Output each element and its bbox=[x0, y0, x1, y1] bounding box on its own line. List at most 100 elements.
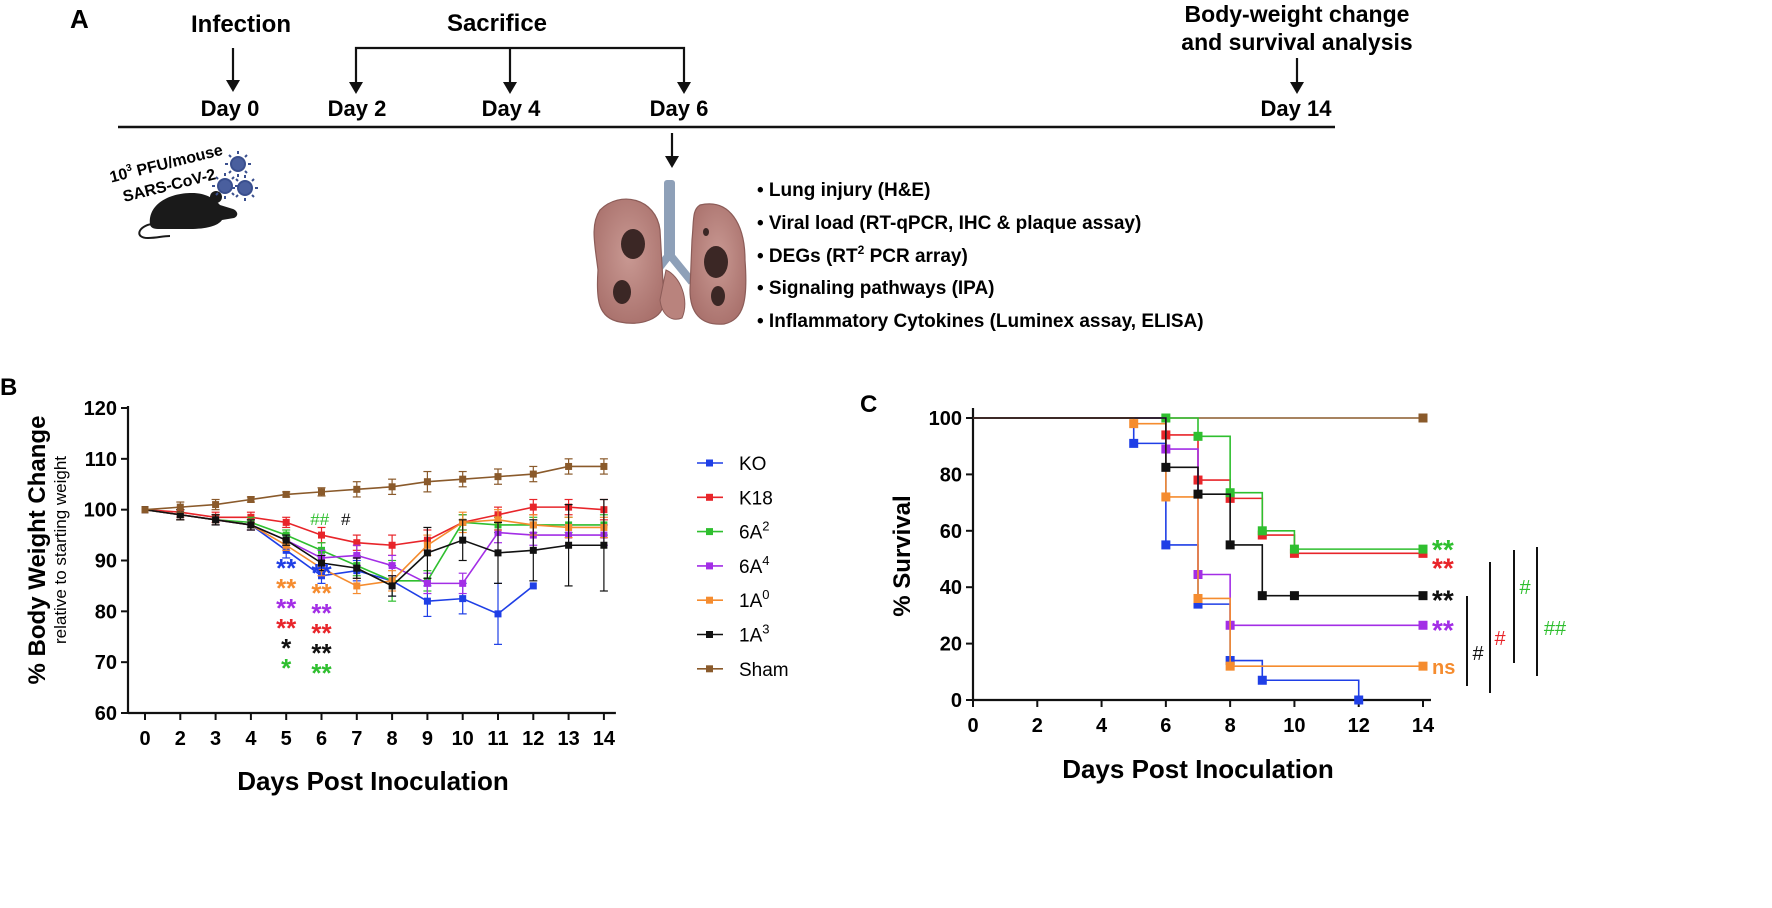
x-tick-label: 8 bbox=[1225, 715, 1236, 737]
survival-curve bbox=[973, 417, 1423, 597]
survival-marker bbox=[1257, 675, 1267, 685]
y-tick-label: 0 bbox=[951, 690, 962, 712]
x-tick-label: 0 bbox=[967, 715, 978, 737]
panel-b: B 60 70 80 90 100 110 120 0 2 3 4 5 6 7 8 9 10 11 12 13 14 *… bbox=[0, 374, 789, 796]
data-point bbox=[353, 582, 361, 590]
panel-c-series bbox=[973, 413, 1428, 705]
analysis-item: • DEGs (RT2 PCR array) bbox=[757, 243, 968, 267]
significance-mark: ** bbox=[311, 618, 332, 648]
event-bodyweight-label-1: Body-weight change bbox=[1185, 1, 1410, 27]
x-tick-label: 14 bbox=[1412, 715, 1435, 737]
data-point bbox=[600, 462, 608, 470]
y-tick-label: 80 bbox=[95, 601, 117, 623]
legend-label-name: K18 bbox=[739, 488, 773, 509]
analysis-list: • Lung injury (H&E) • Viral load (RT-qPC… bbox=[757, 180, 1204, 332]
panel-b-xlabel: Days Post Inoculation bbox=[237, 766, 509, 796]
data-point bbox=[353, 485, 361, 493]
data-point bbox=[388, 582, 396, 590]
survival-marker bbox=[1418, 544, 1428, 554]
legend-label-name: 1A bbox=[739, 626, 763, 647]
data-point bbox=[318, 488, 325, 496]
significance-hash: # bbox=[1472, 643, 1484, 665]
significance-hash: ## bbox=[310, 510, 329, 529]
analysis-item: • Signaling pathways (IPA) bbox=[757, 278, 995, 299]
legend-label-name: Sham bbox=[739, 660, 789, 681]
significance-mark: ** bbox=[276, 553, 297, 583]
event-sacrifice-label: Sacrifice bbox=[447, 10, 547, 37]
legend-label: 6A4 bbox=[739, 553, 769, 578]
panel-c-ylabel: % Survival bbox=[889, 495, 916, 616]
day-6-label: Day 6 bbox=[650, 96, 709, 121]
x-tick-label: 6 bbox=[316, 728, 327, 750]
data-point bbox=[423, 597, 431, 605]
panel-b-ylabel-sub: relative to starting weight bbox=[51, 456, 70, 644]
data-point bbox=[318, 559, 325, 567]
survival-marker bbox=[1161, 540, 1171, 550]
series-line bbox=[144, 508, 604, 587]
x-tick-label: 0 bbox=[139, 728, 150, 750]
survival-marker bbox=[1225, 661, 1235, 671]
data-point bbox=[141, 506, 149, 514]
series-line bbox=[144, 508, 534, 615]
analysis-item: • Viral load (RT-qPCR, IHC & plaque assa… bbox=[757, 213, 1141, 234]
x-tick-label: 3 bbox=[210, 728, 221, 750]
survival-marker bbox=[1225, 540, 1235, 550]
survival-marker bbox=[1193, 431, 1203, 441]
legend-item-6A4: 6A4 bbox=[697, 553, 769, 578]
x-tick-label: 8 bbox=[387, 728, 398, 750]
x-tick-label: 13 bbox=[557, 728, 579, 750]
legend-label: 6A2 bbox=[739, 519, 769, 544]
legend-marker bbox=[706, 596, 713, 604]
event-infection-label: Infection bbox=[191, 11, 291, 38]
x-tick-label: 11 bbox=[487, 728, 508, 750]
survival-marker bbox=[1225, 488, 1235, 498]
data-point bbox=[423, 549, 431, 557]
legend-item-KO: KO bbox=[697, 454, 766, 475]
data-point bbox=[529, 470, 537, 478]
data-point bbox=[388, 483, 396, 491]
panel-b-series bbox=[141, 458, 608, 645]
panel-b-axes: 60 70 80 90 100 110 120 0 2 3 4 5 6 7 8 9 10 11 12 13 14 bbox=[84, 398, 616, 750]
series-line bbox=[144, 506, 604, 547]
x-tick-label: 4 bbox=[245, 728, 257, 750]
data-point bbox=[282, 490, 290, 498]
data-point bbox=[353, 551, 361, 559]
significance-mark: ** bbox=[1432, 534, 1454, 565]
significance-mark: * bbox=[281, 633, 292, 663]
significance-mark: ** bbox=[1432, 585, 1454, 616]
series-K18 bbox=[141, 498, 608, 557]
survival-marker bbox=[1418, 591, 1428, 601]
survival-marker bbox=[1161, 492, 1171, 502]
y-tick-label: 60 bbox=[940, 521, 962, 543]
x-tick-label: 14 bbox=[593, 728, 616, 750]
data-point bbox=[318, 531, 325, 539]
legend-label-sup: 3 bbox=[762, 622, 769, 637]
survival-series-1A0 bbox=[973, 417, 1428, 671]
legend-label: Sham bbox=[739, 660, 789, 681]
legend-marker bbox=[706, 493, 713, 501]
survival-marker bbox=[1418, 661, 1428, 671]
survival-marker bbox=[1354, 695, 1364, 705]
legend-marker bbox=[706, 631, 713, 638]
x-tick-label: 4 bbox=[1096, 715, 1108, 737]
survival-marker bbox=[1257, 526, 1267, 536]
survival-marker bbox=[1193, 489, 1203, 499]
legend-marker bbox=[706, 562, 713, 570]
legend-item-K18: K18 bbox=[697, 488, 773, 509]
legend-item-Sham: Sham bbox=[697, 660, 789, 681]
x-tick-label: 2 bbox=[1032, 715, 1043, 737]
data-point bbox=[494, 473, 502, 481]
data-point bbox=[282, 536, 290, 544]
data-point bbox=[353, 539, 361, 547]
series-Sham bbox=[141, 458, 608, 514]
significance-hash: # bbox=[1494, 628, 1506, 650]
legend-label-sup: 0 bbox=[762, 587, 769, 602]
data-point bbox=[565, 462, 573, 470]
lungs-illustration bbox=[593, 180, 747, 325]
x-tick-label: 12 bbox=[522, 728, 544, 750]
analysis-item: • Lung injury (H&E) bbox=[757, 180, 930, 201]
survival-marker bbox=[1257, 591, 1267, 601]
data-point bbox=[529, 503, 537, 511]
